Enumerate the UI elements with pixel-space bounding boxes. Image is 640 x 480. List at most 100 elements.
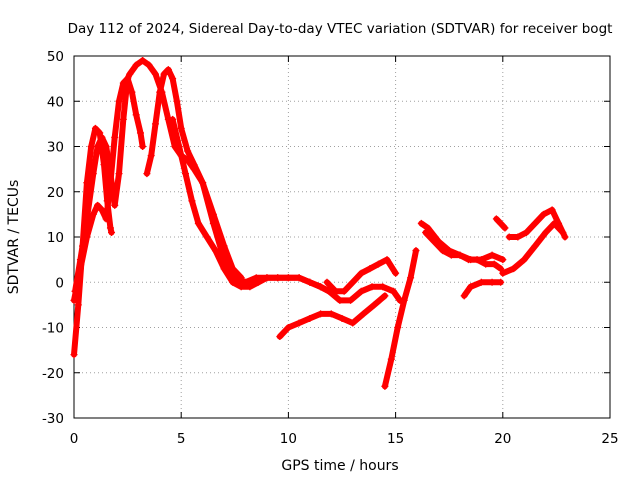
data-point bbox=[70, 351, 78, 359]
data-point bbox=[522, 228, 530, 236]
data-point bbox=[542, 228, 550, 236]
y-axis-label: SDTVAR / TECUs bbox=[6, 180, 22, 295]
data-point bbox=[263, 274, 271, 282]
data-point bbox=[357, 287, 365, 295]
x-tick-label: 20 bbox=[494, 431, 511, 447]
series-line bbox=[381, 247, 419, 390]
data-point bbox=[325, 287, 333, 295]
data-point bbox=[370, 301, 378, 309]
data-point bbox=[94, 201, 102, 209]
data-point bbox=[383, 256, 391, 264]
series-line bbox=[72, 75, 131, 295]
series-arc-12 bbox=[422, 228, 505, 273]
data-point bbox=[169, 75, 177, 83]
data-point bbox=[143, 170, 151, 178]
data-point bbox=[424, 224, 432, 232]
data-point bbox=[379, 283, 387, 291]
data-point bbox=[160, 70, 168, 78]
data-point bbox=[400, 296, 408, 304]
data-point bbox=[306, 314, 314, 322]
data-point bbox=[407, 274, 415, 282]
data-point bbox=[177, 124, 185, 132]
data-point bbox=[497, 219, 505, 227]
data-point bbox=[439, 247, 447, 255]
data-point bbox=[473, 256, 481, 264]
y-tick-label: 30 bbox=[47, 140, 64, 156]
series-line bbox=[143, 66, 333, 295]
series-line bbox=[71, 75, 146, 304]
x-tick-label: 10 bbox=[280, 431, 297, 447]
data-point bbox=[555, 219, 563, 227]
data-point bbox=[139, 57, 147, 65]
data-point bbox=[501, 224, 509, 232]
data-point bbox=[548, 206, 556, 214]
series-arc-15 bbox=[505, 206, 569, 241]
series-line bbox=[276, 292, 388, 340]
data-point bbox=[531, 242, 539, 250]
data-point bbox=[246, 283, 254, 291]
data-point bbox=[340, 287, 348, 295]
data-point bbox=[488, 278, 496, 286]
data-point bbox=[422, 228, 430, 236]
data-point bbox=[139, 143, 147, 150]
series-arc-3 bbox=[71, 75, 132, 295]
data-point bbox=[359, 310, 367, 318]
data-point bbox=[71, 287, 79, 295]
data-point bbox=[111, 201, 119, 209]
data-point bbox=[87, 143, 95, 150]
data-point bbox=[499, 269, 507, 277]
data-point bbox=[74, 301, 82, 309]
data-point bbox=[295, 274, 303, 282]
data-point bbox=[96, 129, 104, 137]
data-point bbox=[520, 256, 528, 264]
data-point bbox=[173, 97, 181, 105]
data-point bbox=[447, 251, 455, 259]
data-point bbox=[456, 251, 464, 259]
data-point bbox=[145, 61, 153, 69]
y-tick-label: -10 bbox=[42, 321, 64, 337]
y-tick-label: 0 bbox=[55, 275, 64, 291]
data-point bbox=[510, 265, 518, 273]
series-arc-13 bbox=[460, 278, 505, 300]
data-point bbox=[151, 120, 159, 128]
data-point bbox=[336, 296, 344, 304]
series-line bbox=[169, 116, 333, 295]
data-point bbox=[169, 115, 177, 123]
data-point bbox=[497, 278, 505, 286]
data-point bbox=[531, 219, 539, 227]
data-point bbox=[126, 70, 134, 78]
series-arc-5 bbox=[143, 66, 333, 295]
data-point bbox=[147, 152, 155, 160]
data-point bbox=[327, 310, 335, 318]
x-tick-label: 25 bbox=[601, 431, 618, 447]
data-point bbox=[115, 170, 123, 178]
data-point bbox=[460, 292, 468, 300]
data-point bbox=[349, 278, 357, 286]
data-point bbox=[190, 161, 198, 169]
data-point bbox=[338, 314, 346, 322]
data-point bbox=[181, 170, 189, 178]
data-point bbox=[417, 219, 425, 227]
data-point bbox=[499, 256, 507, 264]
data-point bbox=[199, 179, 207, 187]
data-point bbox=[203, 233, 211, 241]
x-tick-label: 15 bbox=[387, 431, 404, 447]
series-line bbox=[499, 220, 566, 277]
data-point bbox=[490, 260, 498, 268]
series-arc-10 bbox=[381, 247, 420, 390]
data-point bbox=[94, 143, 102, 150]
data-point bbox=[91, 124, 99, 132]
data-point bbox=[194, 219, 202, 227]
series-arc-16 bbox=[492, 215, 509, 232]
data-point bbox=[156, 88, 164, 96]
data-point bbox=[394, 324, 402, 331]
chart-title: Day 112 of 2024, Sidereal Day-to-day VTE… bbox=[68, 21, 613, 37]
series-group bbox=[70, 57, 569, 390]
data-point bbox=[392, 269, 400, 277]
series-arc-6 bbox=[169, 115, 333, 295]
series-line bbox=[461, 279, 504, 299]
data-point bbox=[347, 296, 355, 304]
data-point bbox=[284, 274, 292, 282]
